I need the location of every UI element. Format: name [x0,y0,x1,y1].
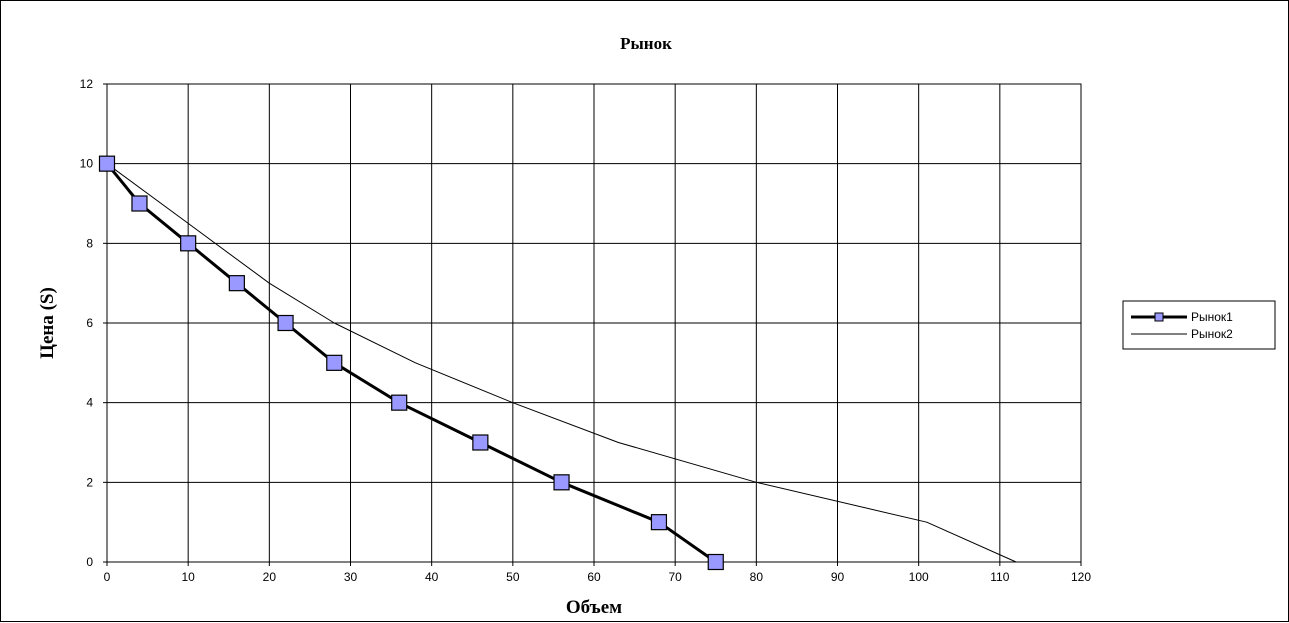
x-tick-label: 50 [506,570,520,584]
x-tick-label: 120 [1071,570,1091,584]
tick-labels: 0 10 20 30 40 50 60 70 80 90 100 110 120 0 2 4 6 8 10 12 [80,77,1092,584]
data-point [131,195,148,212]
y-tick-label: 6 [86,316,93,330]
legend: Рынок1 Рынок2 [1122,300,1276,350]
data-point [98,155,116,172]
x-tick-label: 0 [104,570,111,584]
y-tick-label: 2 [86,475,93,489]
legend-label: Рынок2 [1191,327,1233,341]
x-tick-label: 100 [909,570,929,584]
data-point [228,275,245,292]
legend-box [1122,300,1276,350]
legend-label: Рынок1 [1191,310,1233,324]
x-tick-label: 10 [181,570,195,584]
legend-marker [1154,312,1164,322]
data-point [472,434,489,451]
series-line-2 [106,163,1017,563]
x-axis-title: Объем [566,597,622,618]
x-tick-label: 110 [990,570,1009,584]
x-tick-label: 30 [344,570,358,584]
x-tick-label: 40 [425,570,439,584]
x-tick-label: 20 [263,570,277,584]
y-tick-label: 0 [86,555,93,569]
x-tick-label: 80 [750,570,764,584]
data-point [277,314,294,332]
data-point [326,354,343,371]
y-tick-label: 10 [80,157,94,171]
series-markers [98,155,724,571]
gridlines [107,84,1081,562]
data-point [391,394,408,411]
y-tick-label: 4 [86,396,93,410]
chart-title: Рынок [620,34,672,53]
x-tick-label: 70 [668,570,682,584]
x-tick-label: 90 [831,570,845,584]
x-tick-label: 60 [587,570,601,584]
data-point [650,514,668,531]
data-point [180,235,197,252]
y-tick-label: 12 [80,77,94,91]
data-point [707,553,724,571]
data-point [553,474,570,491]
y-axis-title: Цена (S) [37,287,58,359]
y-tick-label: 8 [86,236,93,250]
